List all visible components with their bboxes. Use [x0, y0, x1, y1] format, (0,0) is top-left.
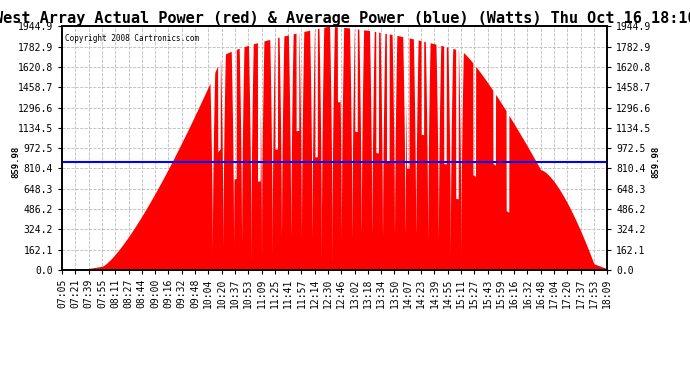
Text: Copyright 2008 Cartronics.com: Copyright 2008 Cartronics.com	[65, 34, 199, 43]
Text: 859.98: 859.98	[11, 146, 20, 178]
Text: West Array Actual Power (red) & Average Power (blue) (Watts) Thu Oct 16 18:10: West Array Actual Power (red) & Average …	[0, 11, 690, 26]
Text: 859.98: 859.98	[652, 146, 661, 178]
